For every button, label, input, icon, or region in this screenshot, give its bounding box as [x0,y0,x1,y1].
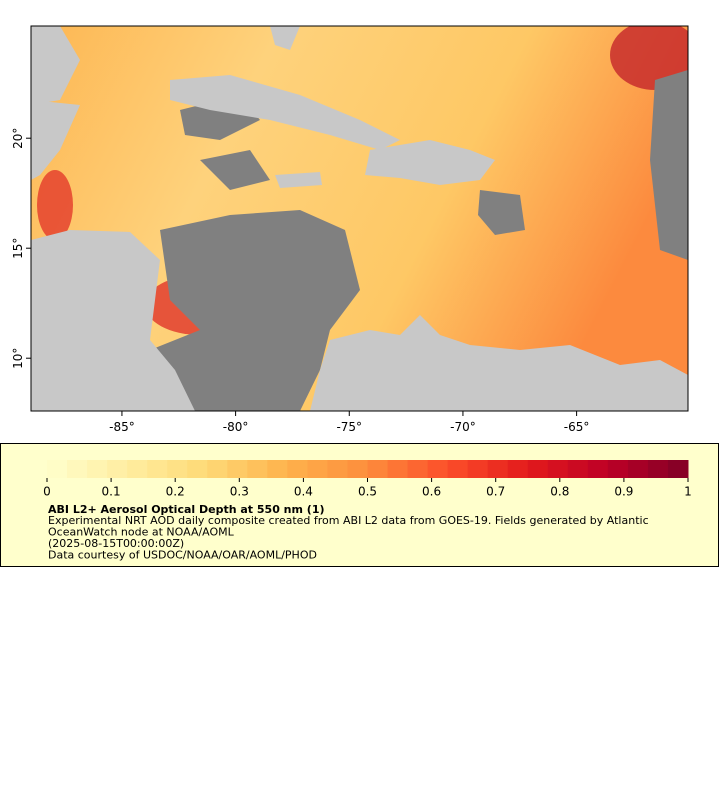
axes: -85° -80° -75° -70° -65° 10° 15° 20° [11,128,589,434]
colorbar-segment [67,460,88,478]
colorbar-tick-label: 0.3 [230,485,249,499]
colorbar-segment [107,460,128,478]
map-image [31,26,688,411]
x-tick-label: -70° [450,420,476,434]
land [365,140,495,185]
colorbar-segment [407,460,429,478]
colorbar-tick-label: 1 [684,485,692,499]
x-tick-label: -80° [223,420,249,434]
land [31,230,195,411]
land [270,26,300,50]
high-aod [37,170,73,240]
colorbar-tick-label: 0.4 [294,485,313,499]
colorbar-segment [167,460,188,478]
legend-line: Experimental NRT AOD daily composite cre… [48,514,649,527]
no-data [478,190,525,235]
high-aod [610,26,688,90]
x-tick-label: -75° [336,420,362,434]
colorbar-segment [427,460,449,478]
colorbar-segment [447,460,469,478]
x-tick-label: -85° [109,420,135,434]
colorbar-tick-label: 0.1 [102,485,121,499]
colorbar-segment [487,460,509,478]
map-frame [30,25,689,412]
colorbar-tick-label: 0.2 [166,485,185,499]
colorbar-segment [667,460,689,478]
colorbar-segment [207,460,228,478]
colorbar-segment [327,460,348,478]
colorbar-segment [607,460,629,478]
colorbar: 0 0.1 0.2 0.3 0.4 0.5 0.6 0.7 0.8 0.9 1 [43,460,692,499]
legend-line: Data courtesy of USDOC/NOAA/OAR/AOML/PHO… [48,549,317,562]
colorbar-segment [367,460,389,478]
colorbar-segment [627,460,649,478]
colorbar-segment [567,460,589,478]
no-data [200,150,270,190]
colorbar-segment [467,460,489,478]
colorbar-tick-label: 0.5 [358,485,377,499]
colorbar-tick-label: 0.8 [550,485,569,499]
colorbar-segment [267,460,288,478]
land [310,315,688,411]
land [275,172,322,188]
colorbar-segment [147,460,168,478]
colorbar-tick-label: 0 [43,485,51,499]
no-data [150,210,360,411]
colorbar-segment [587,460,609,478]
colorbar-segment [387,460,409,478]
y-tick-label: 20° [11,128,25,149]
legend-line: (2025-08-15T00:00:00Z) [48,537,184,550]
colorbar-segment [507,460,529,478]
legend-title: ABI L2+ Aerosol Optical Depth at 550 nm … [48,503,325,516]
colorbar-segment [187,460,208,478]
land [31,26,80,105]
x-tick-label: -65° [564,420,590,434]
colorbar-segment [247,460,268,478]
colorbar-segment [127,460,148,478]
legend-lines: Experimental NRT AOD daily composite cre… [48,514,649,562]
colorbar-segment [47,460,68,478]
land [31,100,80,180]
colorbar-tick-label: 0.7 [486,485,505,499]
legend-line: OceanWatch node at NOAA/AOML [48,526,235,539]
y-tick-label: 10° [11,348,25,369]
colorbar-tick-label: 0.6 [422,485,441,499]
colorbar-segment [527,460,549,478]
no-data [650,70,688,260]
colorbar-segment [287,460,308,478]
colorbar-segment [227,460,248,478]
colorbar-segment [87,460,108,478]
colorbar-segment [547,460,569,478]
colorbar-segment [307,460,328,478]
colorbar-segment [647,460,669,478]
land [170,75,400,150]
colorbar-segment [347,460,368,478]
y-tick-label: 15° [11,238,25,259]
colorbar-tick-label: 0.9 [614,485,633,499]
